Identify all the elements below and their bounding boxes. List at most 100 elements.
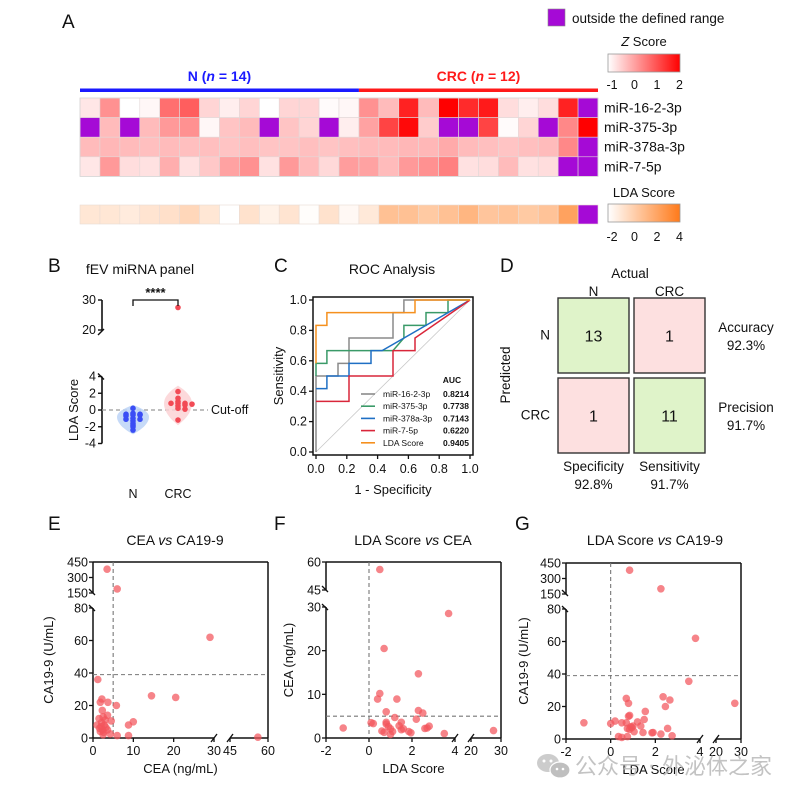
lda-cell [537,204,559,225]
data-point [444,609,453,618]
legend-label: LDA Score [383,438,424,448]
heatmap-cell [318,136,340,158]
outside-range-swatch [547,8,566,27]
y-axis-label: CEA (ng/mL) [281,623,296,697]
heatmap-cell [278,156,300,177]
data-point [382,708,391,716]
data-point [657,585,665,593]
y-tick-label: 150 [67,587,88,601]
heatmap-cell [358,97,380,118]
heatmap-cell [159,156,180,177]
heatmap-cell [438,117,459,138]
data-point [206,633,214,642]
data-point [419,709,427,717]
lda-cell [298,204,320,225]
matrix-cell-value: 1 [665,329,674,346]
data-point [107,717,115,725]
matrix-cell-value: 11 [661,409,678,426]
panel-title: CEA vs CA19-9 [126,532,223,548]
axis-break-mark [88,588,96,596]
heatmap-cell [99,136,121,158]
data-point [103,565,111,573]
legend-label: miR-375-3p [383,401,428,411]
heatmap-cell [358,156,380,177]
data-point [339,724,348,732]
heatmap-cell [219,97,240,118]
y-tick-label: 150 [540,588,561,602]
predicted-axis-title: Predicted [498,346,513,403]
legend-label: miR-378a-3p [383,413,432,423]
data-point [147,692,156,700]
x-tick-label: -2 [560,745,571,759]
heatmap-cell [438,156,459,177]
metric-value: 92.8% [574,477,612,492]
heatmap-cell [179,117,200,138]
zscore-legend-title: Z Score [620,34,667,49]
heatmap-cell [139,117,160,138]
heatmap-cell [438,97,459,118]
heatmap-cell [159,97,180,118]
heatmap-cell [99,156,121,177]
heatmap-cell [537,136,559,158]
axis-break-mark [321,585,329,593]
heatmap-border [79,97,599,177]
heatmap-cell [557,136,579,158]
heatmap-cell [298,156,320,177]
y-tick-label: 40 [547,668,561,682]
row-label: miR-375-3p [604,119,677,135]
data-point [489,726,498,735]
data-point [440,729,449,738]
roc-panel: ROC Analysis 0.0 0.2 0.4 0.6 0.8 1.0 0.0 0.2 0.4… [271,261,479,497]
watermark: 公众号 · 外泌体之家 [537,754,772,780]
y-tick-label: 20 [74,699,88,713]
y-tick-label: 1.0 [290,293,307,307]
heatmap-cell [418,117,439,138]
x-tick-label: 20 [167,744,181,758]
heatmap-cell [398,136,419,158]
data-point [391,713,399,722]
heatmap-cell [498,136,519,158]
y-tick-label: 0.2 [290,415,307,429]
heatmap-cell [79,136,101,158]
heatmap-cell [119,97,141,118]
cutoff-label: Cut-off [211,403,249,417]
column-label: CRC [655,284,684,299]
lda-tick: -2 [606,230,617,244]
data-point-n [137,416,143,423]
data-point [685,677,693,686]
data-point [668,732,676,740]
x-tick-label: 20 [709,745,723,759]
heatmap-cell [119,136,141,158]
heatmap-cell [378,136,400,158]
x-tick-label: 30 [494,744,508,758]
heatmap-cell [518,117,539,138]
heatmap-cell [557,97,579,118]
heatmap-panel: outside the defined range Z Score -1 0 1 2 … [79,8,724,244]
heatmap-cell [99,97,121,118]
heatmap-cell [537,156,559,177]
data-point [254,733,262,741]
heatmap-cell [199,117,220,138]
data-point [407,729,415,737]
row-label: miR-7-5p [604,158,662,174]
lda-cell [99,204,121,225]
legend-auc-value: 0.8214 [443,389,469,399]
heatmap-cell [338,117,360,138]
x-axis-label: LDA Score [382,761,444,776]
data-point-n [137,412,143,418]
row-label: CRC [521,408,550,423]
metric-label: Specificity [563,459,624,474]
lda-cell [278,204,300,225]
heatmap-cell [498,117,519,138]
actual-axis-title: Actual [611,266,649,281]
heatmap-cell [199,156,220,177]
x-tick-label: 0.8 [431,462,448,476]
heatmap-cell [577,117,599,138]
panel-b-title: fEV miRNA panel [86,261,194,277]
wechat-icon [537,754,571,779]
y-tick-label: 60 [74,634,88,648]
x-tick-label: 30 [207,744,221,758]
heatmap-cell [338,97,360,118]
y-tick-label: 60 [547,635,561,649]
